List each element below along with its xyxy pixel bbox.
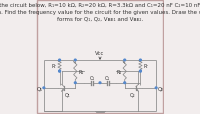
Circle shape [140, 71, 141, 72]
Circle shape [140, 60, 141, 61]
Text: Vcc: Vcc [95, 51, 105, 56]
Circle shape [74, 60, 76, 61]
Text: R₁: R₁ [78, 69, 84, 74]
Text: For the circuit below, R₁=10 kΩ, R₂=20 kΩ, R⁣=3.3kΩ and C₁=20 nF C₂=10 nF are: For the circuit below, R₁=10 kΩ, R₂=20 k… [0, 3, 200, 8]
Circle shape [99, 82, 101, 84]
Circle shape [59, 71, 60, 72]
Text: Rᶜ: Rᶜ [51, 63, 56, 68]
Circle shape [124, 82, 126, 84]
Text: given. Find the frequency value for the circuit for the given values. Draw the w: given. Find the frequency value for the … [0, 9, 200, 14]
Circle shape [43, 87, 45, 89]
Text: C₂: C₂ [90, 76, 95, 80]
Circle shape [59, 71, 60, 72]
Text: Rᶜ: Rᶜ [144, 63, 149, 68]
Circle shape [140, 71, 141, 72]
Circle shape [155, 87, 157, 89]
Circle shape [74, 82, 76, 84]
Text: Q₂: Q₂ [157, 86, 163, 91]
Text: C₁: C₁ [105, 76, 110, 80]
FancyBboxPatch shape [37, 1, 163, 113]
Text: Q₁: Q₁ [65, 92, 70, 97]
Circle shape [124, 60, 126, 61]
Text: Q₂: Q₂ [130, 92, 135, 97]
Text: forms for Q₁, Q₂, Vʙᴇ₁ and Vʙᴇ₂.: forms for Q₁, Q₂, Vʙᴇ₁ and Vʙᴇ₂. [57, 16, 143, 21]
Text: R₂: R₂ [116, 69, 122, 74]
Circle shape [59, 60, 60, 61]
Text: Q₁: Q₁ [37, 86, 43, 91]
